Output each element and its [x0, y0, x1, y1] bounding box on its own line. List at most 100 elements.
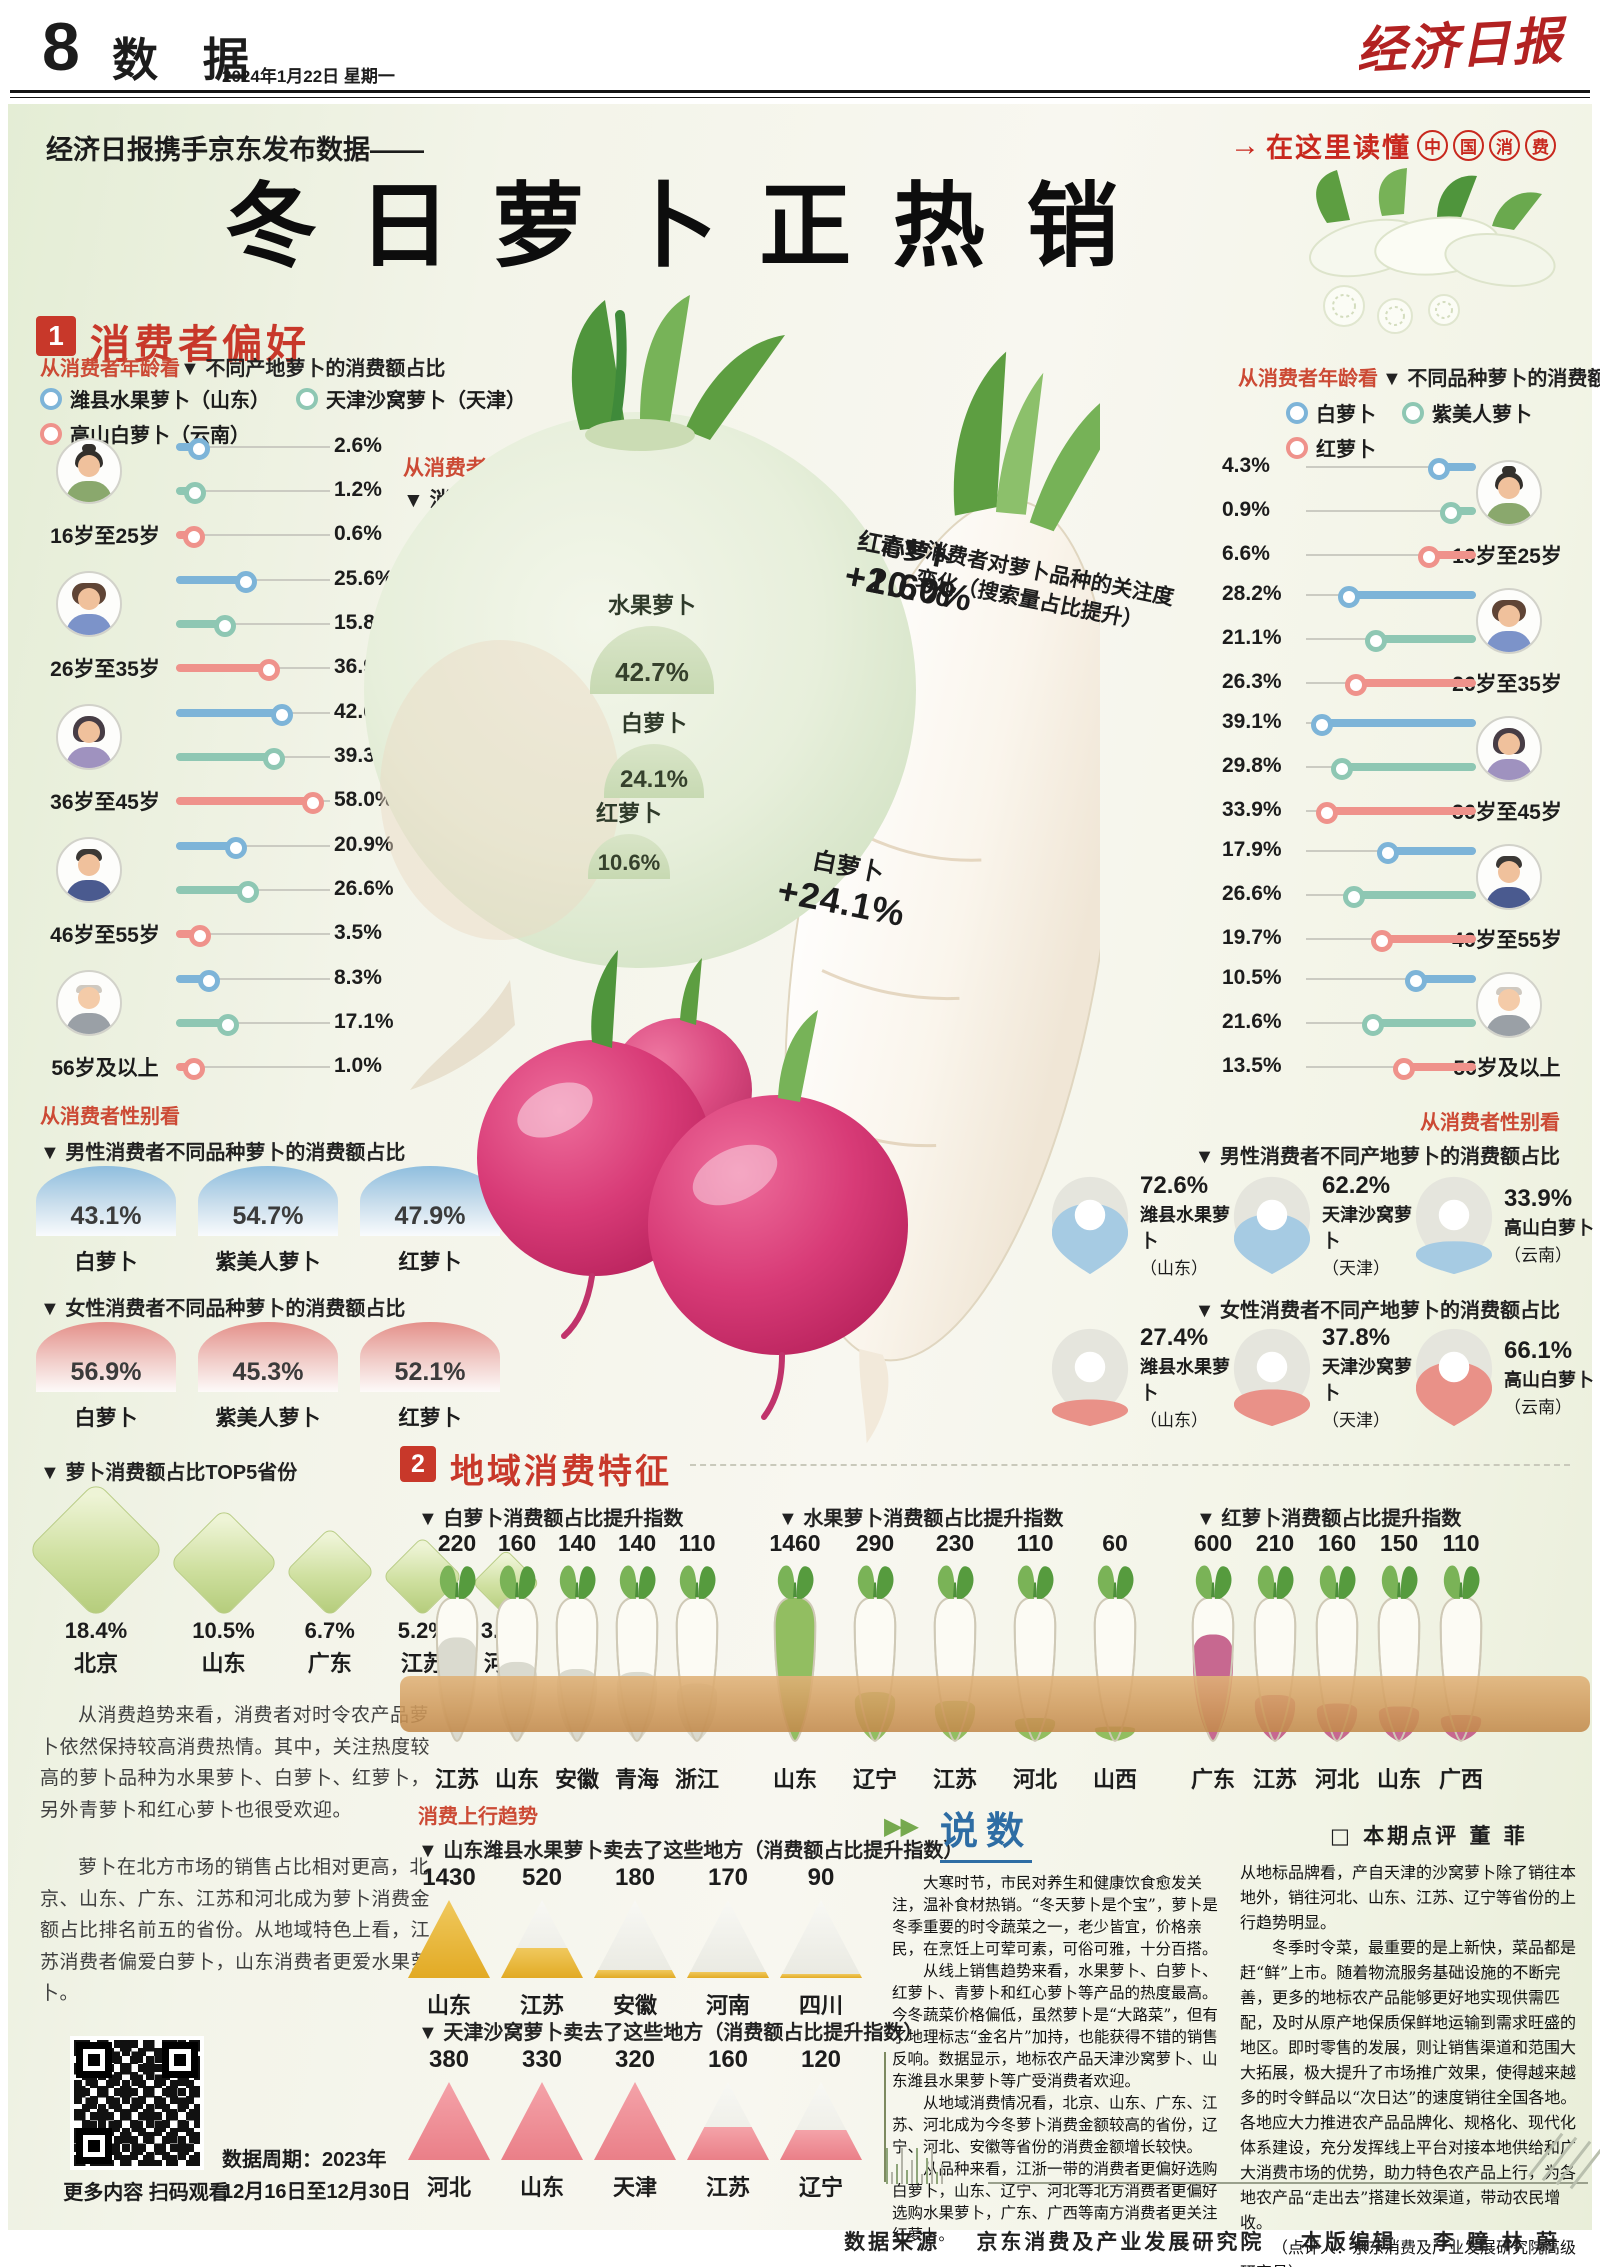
- province-name: 江苏: [705, 2175, 750, 2200]
- radish-bar: 160 山东: [489, 1530, 545, 1794]
- marker-ring-icon: [1370, 930, 1393, 952]
- province-name: 江苏: [519, 1993, 564, 2018]
- attention-bubble: 红萝卜 10.6%: [588, 796, 670, 879]
- index-value: 110: [1442, 1530, 1480, 1556]
- index-value: 600: [1193, 1530, 1233, 1556]
- mountain-icon: [594, 1900, 676, 1978]
- dome-item: 54.7% 紫美人萝卜: [198, 1166, 338, 1276]
- index-value: 180: [614, 1864, 656, 1891]
- newspaper-logo: 经济日报: [1354, 10, 1566, 81]
- share-value: 6.7%: [304, 1618, 355, 1643]
- value-row: 26.6%: [176, 877, 410, 903]
- province-name: 北京: [73, 1651, 118, 1676]
- percentage-value: 3.5%: [334, 921, 382, 944]
- radish-bar: 110 河北: [1007, 1530, 1063, 1794]
- marker-ring-icon: [1338, 586, 1361, 608]
- age-group-row: 16岁至25岁 2.6% 1.2% 0.6%: [38, 428, 410, 561]
- mountain-item: 1430 山东: [408, 1864, 490, 2020]
- province-name: 河北: [1012, 1767, 1057, 1792]
- province-name: 山东: [201, 1651, 246, 1676]
- province-name: 辽宁: [852, 1767, 897, 1792]
- commentary-heading: □ 本期点评 董 菲: [1330, 1823, 1528, 1848]
- variety-name: 紫美人萝卜: [215, 1407, 321, 1430]
- value-row: 13.5%: [1222, 1054, 1582, 1080]
- mountain-item: 180 安徽: [594, 1864, 676, 2020]
- mountain-item: 120 辽宁: [780, 2046, 862, 2202]
- marker-ring-icon: [263, 748, 286, 770]
- consumer-avatar: [56, 837, 122, 903]
- value-row: 1.0%: [176, 1054, 410, 1080]
- mountain-icon: [501, 1900, 583, 1978]
- index-value: 140: [557, 1530, 597, 1556]
- mountain-item: 380 河北: [408, 2046, 490, 2202]
- pin-text: 62.2% 天津沙窝萝卜 （天津）: [1322, 1172, 1412, 1279]
- section2-number: 2: [400, 1446, 436, 1482]
- dome-item: 52.1% 红萝卜: [360, 1322, 500, 1432]
- variety-name: 白萝卜: [74, 1251, 138, 1274]
- percentage-value: 20.9%: [334, 833, 394, 856]
- marker-ring-icon: [1392, 1058, 1415, 1080]
- fruit-radish-chart: 1460 山东 290: [767, 1530, 1143, 1794]
- paragraph: （点评人：京东消费及产业发展研究院高级研究员）: [1240, 2238, 1577, 2267]
- value-row: 8.3%: [176, 966, 410, 992]
- province-name: 山东: [519, 2175, 564, 2200]
- mountain-icon: [687, 1900, 769, 1978]
- origin-province: （云南）: [1504, 1246, 1572, 1265]
- pin-text: 27.4% 潍县水果萝卜 （山东）: [1140, 1324, 1230, 1431]
- age-group-row: 46岁至55岁 20.9% 26.6% 3.5%: [38, 827, 410, 960]
- origin-name: 天津沙窝萝卜: [1322, 1205, 1412, 1251]
- page-number: 8: [42, 9, 80, 85]
- percentage-value: 21.6%: [1222, 1010, 1282, 1033]
- index-value: 320: [614, 2046, 656, 2073]
- dome-chart: 56.9%: [36, 1322, 176, 1392]
- value-row: 33.9%: [1222, 798, 1582, 824]
- value-row: 39.1%: [1222, 710, 1582, 736]
- main-headline: 冬 日 萝 卜 正 热 销: [225, 176, 1127, 278]
- value-row: 26.6%: [1222, 882, 1582, 908]
- section1-number: 1: [36, 316, 76, 356]
- radish-bar: 210 江苏: [1247, 1530, 1303, 1794]
- badge-text: 在这里读懂: [1266, 133, 1411, 163]
- radish-bar: 150 山东: [1371, 1530, 1427, 1794]
- age-label: 36岁至45岁: [1452, 801, 1562, 824]
- legend-item: 红萝卜: [1286, 433, 1376, 462]
- percentage-value: 26.3%: [1222, 670, 1282, 693]
- shuoshu-text: 大寒时节，市民对养生和健康饮食愈发关注，温补食材热销。“冬天萝卜是个宝”，萝卜是…: [892, 1872, 1226, 2246]
- footer-credits: 数据来源 京东消费及产业发展研究院 本版编辑 李 瞳 林 蔚: [844, 2226, 1560, 2256]
- barcode-decoration: [886, 2146, 943, 2184]
- female-origin-pins: 27.4% 潍县水果萝卜 （山东） 37.8% 天津沙窝萝卜 （天津）: [1048, 1324, 1594, 1431]
- masthead-rule: [10, 90, 1590, 93]
- age-label: 56岁及以上: [1453, 1057, 1561, 1080]
- paragraph: 大寒时节，市民对养生和健康饮食愈发关注，温补食材热销。“冬天萝卜是个宝”，萝卜是…: [892, 1874, 1218, 1958]
- value-row: 17.1%: [176, 1010, 410, 1036]
- value-row: 1.2%: [176, 478, 410, 504]
- province-name: 天津: [612, 2175, 657, 2200]
- radish-bar: 290 辽宁: [847, 1530, 903, 1794]
- badge-circle-char: 中: [1417, 130, 1448, 161]
- share-value: 27.4%: [1140, 1324, 1209, 1351]
- marker-ring-icon: [1331, 758, 1354, 780]
- paragraph: 从消费趋势来看，消费者对时令农产品萝卜依然保持较高消费热情。其中，关注热度较高的…: [40, 1704, 431, 1821]
- marker-ring-icon: [1362, 1014, 1384, 1036]
- paragraph: 从地域消费情况看，北京、山东、广东、江苏、河北成为今冬萝卜消费金额较高的省份，辽…: [892, 2094, 1218, 2156]
- province-name: 安徽: [554, 1767, 599, 1792]
- female-variety-title: ▼ 女性消费者不同品种萝卜的消费额占比: [40, 1298, 406, 1320]
- province-name: 辽宁: [798, 2175, 843, 2200]
- paragraph: 从品种来看，江浙一带的消费者更偏好选购白萝卜，山东、辽宁、河北等北方消费者更偏好…: [892, 2160, 1218, 2244]
- share-value: 42.7%: [615, 657, 689, 687]
- index-value: 1430: [422, 1864, 476, 1891]
- mountain-item: 520 江苏: [501, 1864, 583, 2020]
- share-value: 18.4%: [64, 1618, 128, 1643]
- consumer-avatar: [1476, 460, 1542, 526]
- kicker: 经济日报携手京东发布数据——: [46, 135, 424, 165]
- arrow-icon: →: [1230, 128, 1260, 162]
- date: 2024年1月22日 星期一: [222, 67, 395, 86]
- red-radish-chart-title: ▼ 红萝卜消费额占比提升指数: [1196, 1508, 1462, 1530]
- diamond-icon: [26, 1480, 166, 1619]
- variety-name: 红萝卜: [595, 801, 662, 826]
- index-value: 60: [1102, 1530, 1128, 1556]
- consumer-avatar: [1476, 844, 1542, 910]
- marker-ring-icon: [187, 438, 210, 460]
- dome-chart: 52.1%: [360, 1322, 500, 1392]
- legend-dot-icon: [1402, 401, 1424, 424]
